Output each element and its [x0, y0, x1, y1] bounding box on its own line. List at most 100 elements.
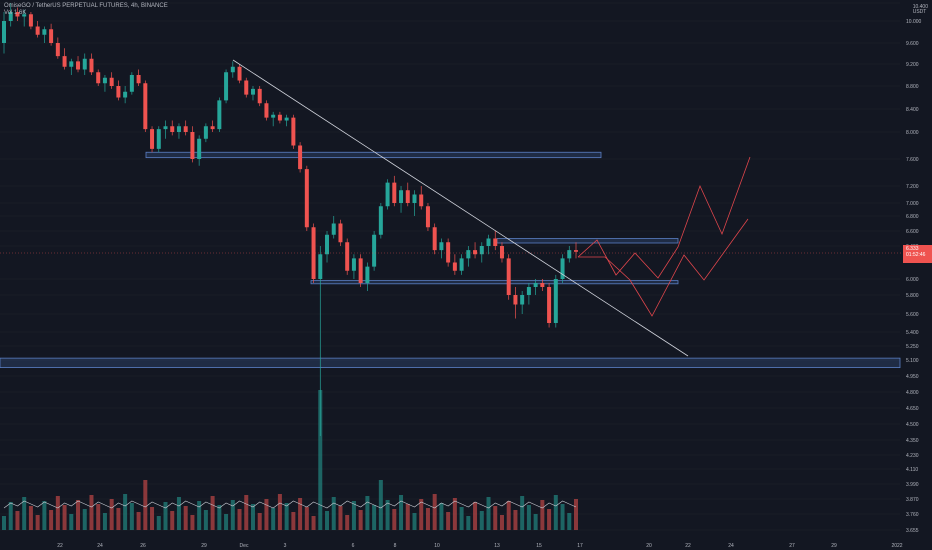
x-tick-label: 29	[201, 543, 207, 549]
volume-bar	[109, 499, 114, 530]
y-tick-label: 7.600	[906, 157, 919, 163]
candle-body	[190, 132, 195, 159]
candle-body	[338, 223, 343, 243]
volume-bar	[520, 496, 525, 530]
x-tick-label: 24	[97, 543, 103, 549]
y-tick-label: 8.400	[906, 107, 919, 113]
candle-body	[405, 190, 410, 203]
volume-bar	[183, 506, 188, 530]
candle-body	[244, 80, 249, 95]
y-tick-label: 9.200	[906, 62, 919, 68]
last-price-badge: 6.333 01:52:46	[903, 245, 932, 263]
x-tick-label: 27	[789, 543, 795, 549]
candle-body	[425, 206, 430, 228]
volume-bar	[170, 511, 175, 530]
volume-bar	[338, 506, 343, 530]
candle-body	[567, 250, 572, 259]
x-tick-label: Dec	[240, 543, 249, 549]
volume-bar	[230, 500, 235, 530]
candle-body	[399, 190, 404, 203]
volume-bar	[197, 501, 202, 530]
candle-body	[8, 12, 13, 21]
x-tick-label: 22	[685, 543, 691, 549]
volume-bar	[2, 516, 6, 530]
x-tick-label: 22	[57, 543, 63, 549]
x-tick-label: 24	[728, 543, 734, 549]
y-tick-label: 8.000	[906, 130, 919, 136]
y-tick-label: 9.600	[906, 41, 919, 47]
candle-body	[298, 145, 303, 170]
candle-body	[365, 266, 370, 283]
candle-body	[76, 61, 81, 70]
volume-moving-average-line	[3, 500, 577, 509]
candle-body	[439, 242, 444, 251]
candle-body	[102, 77, 107, 84]
price-zone-zone	[496, 238, 679, 244]
volume-bar	[574, 499, 578, 530]
volume-bar	[55, 496, 60, 530]
volume-bar	[446, 512, 451, 530]
volume-bar	[35, 515, 40, 530]
candle-body	[35, 26, 40, 35]
volume-bar	[399, 495, 404, 530]
volume-bar	[96, 504, 101, 530]
candle-body	[224, 72, 229, 101]
candle-body	[452, 262, 457, 271]
volume-bar	[150, 507, 155, 530]
x-tick-label: 8	[394, 543, 397, 549]
volume-bar	[486, 497, 491, 530]
candle-body	[284, 117, 289, 121]
candle-body	[547, 287, 552, 323]
candle-body	[385, 182, 390, 207]
y-tick-label: 3.990	[906, 482, 919, 488]
candle-body	[526, 287, 531, 295]
x-tick-label: 13	[494, 543, 500, 549]
candle-body	[203, 126, 208, 139]
y-tick-label: 4.230	[906, 453, 919, 459]
volume-bar	[284, 503, 289, 530]
volume-bar	[250, 504, 255, 530]
y-tick-label: 8.800	[906, 84, 919, 90]
volume-bar	[345, 515, 350, 530]
candle-body	[250, 88, 255, 95]
volume-bar	[89, 495, 94, 530]
candle-body	[553, 279, 558, 323]
candle-body	[129, 75, 134, 92]
candle-body	[493, 238, 498, 246]
volume-bar	[257, 513, 262, 530]
y-tick-label: 7.000	[906, 201, 919, 207]
candle-body	[96, 72, 101, 84]
volume-bar	[466, 516, 471, 530]
price-zone-resistance-zone	[145, 151, 602, 159]
candle-body	[372, 234, 377, 267]
candle-body	[217, 100, 222, 130]
volume-bar	[372, 505, 377, 530]
volume-bar	[412, 513, 417, 530]
volume-bar	[439, 503, 444, 530]
candle-body	[311, 227, 316, 279]
x-tick-label: 6	[352, 543, 355, 549]
volume-bar	[15, 511, 20, 530]
candle-body	[183, 126, 188, 132]
candle-body	[277, 114, 282, 121]
volume-bar	[499, 515, 504, 530]
candle-body	[318, 254, 323, 279]
y-tick-label: 4.110	[906, 467, 918, 473]
volume-bar	[318, 390, 323, 530]
volume-bar	[123, 494, 128, 530]
y-tick-label: 3.760	[906, 512, 919, 518]
volume-bar	[136, 512, 141, 530]
candle-body	[419, 194, 424, 207]
axis-currency-unit: USDT	[912, 9, 927, 15]
volume-bar	[452, 498, 457, 530]
candle-body	[123, 91, 128, 98]
candle-body	[331, 223, 336, 235]
y-tick-label: 3.870	[906, 497, 919, 503]
x-tick-label: 20	[646, 543, 652, 549]
volume-bar	[271, 508, 276, 530]
volume-bar	[560, 504, 565, 530]
y-tick-label: 5.250	[906, 344, 919, 350]
volume-bar	[419, 499, 424, 530]
